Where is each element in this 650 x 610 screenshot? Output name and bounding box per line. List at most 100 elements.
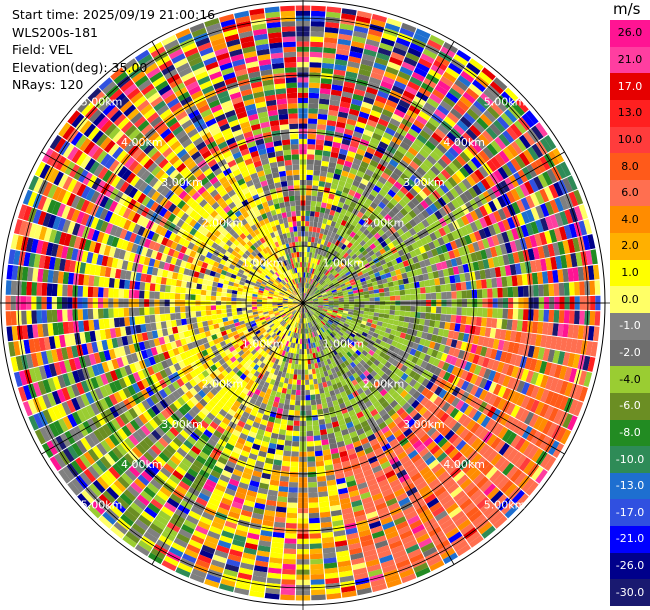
velocity-gate <box>384 193 393 202</box>
velocity-gate <box>332 199 339 207</box>
velocity-gate <box>482 288 488 298</box>
velocity-gate <box>332 308 339 312</box>
velocity-gate <box>293 420 300 426</box>
velocity-gate <box>326 120 337 127</box>
velocity-gate <box>489 267 497 278</box>
velocity-gate <box>288 409 295 416</box>
velocity-gate <box>342 187 350 194</box>
velocity-gate <box>369 327 376 333</box>
velocity-gate <box>310 399 317 406</box>
velocity-gate <box>454 323 461 332</box>
velocity-gate <box>563 282 570 296</box>
velocity-gate <box>297 364 302 370</box>
velocity-gate <box>332 291 338 295</box>
velocity-gate <box>355 222 363 230</box>
velocity-gate <box>404 375 413 384</box>
velocity-gate <box>318 305 324 308</box>
velocity-gate <box>308 231 313 237</box>
velocity-gate <box>311 195 317 202</box>
velocity-gate <box>506 126 519 141</box>
velocity-gate <box>382 131 394 141</box>
velocity-gate <box>311 190 318 197</box>
velocity-gate <box>316 276 321 282</box>
velocity-gate <box>379 209 388 218</box>
velocity-gate <box>486 278 493 289</box>
velocity-gate <box>325 235 331 242</box>
velocity-gate <box>328 225 335 232</box>
velocity-gate <box>285 522 297 529</box>
velocity-gate <box>304 364 309 370</box>
velocity-gate <box>420 312 426 319</box>
velocity-gate <box>310 200 317 207</box>
velocity-gate <box>341 287 348 292</box>
velocity-gate <box>585 341 593 356</box>
velocity-gate <box>572 353 581 369</box>
velocity-gate <box>350 45 364 54</box>
velocity-gate <box>372 332 379 339</box>
velocity-gate <box>437 80 451 92</box>
velocity-gate <box>384 256 391 264</box>
velocity-gate <box>389 158 399 168</box>
velocity-gate <box>333 307 339 310</box>
velocity-gate <box>343 297 349 300</box>
velocity-gate <box>426 169 437 180</box>
velocity-gate <box>328 300 334 303</box>
velocity-gate <box>482 146 494 160</box>
velocity-gate <box>289 399 296 406</box>
velocity-gate <box>311 308 317 312</box>
velocity-gate <box>510 434 522 448</box>
velocity-gate <box>308 87 320 94</box>
velocity-gate <box>383 267 390 274</box>
velocity-gate <box>317 297 323 300</box>
velocity-gate <box>371 67 385 76</box>
velocity-gate <box>345 271 351 277</box>
velocity-gate <box>336 287 342 291</box>
velocity-gate <box>452 158 463 170</box>
velocity-gate <box>573 189 584 205</box>
velocity-gate <box>362 317 368 322</box>
velocity-gate <box>513 120 527 134</box>
velocity-gate <box>474 270 481 280</box>
velocity-gate <box>306 283 309 289</box>
velocity-gate <box>375 205 383 214</box>
velocity-gate <box>369 293 375 298</box>
velocity-gate <box>509 353 518 366</box>
velocity-gate <box>444 276 451 284</box>
velocity-gate <box>492 338 500 350</box>
velocity-gate <box>438 369 447 379</box>
velocity-gate <box>433 342 441 351</box>
velocity-gate <box>467 160 478 172</box>
velocity-gate <box>579 281 585 296</box>
velocity-gate <box>440 314 447 322</box>
velocity-gate <box>498 442 510 456</box>
velocity-gate <box>387 61 401 71</box>
velocity-gate <box>514 137 527 152</box>
velocity-gate <box>430 285 436 293</box>
velocity-gate <box>312 286 317 292</box>
velocity-gate <box>380 37 395 47</box>
velocity-gate <box>480 346 488 357</box>
velocity-gate <box>328 297 334 300</box>
velocity-gate <box>293 425 300 432</box>
velocity-gate <box>386 338 393 345</box>
velocity-gate <box>311 263 315 269</box>
velocity-gate <box>391 259 398 266</box>
velocity-gate <box>306 296 311 300</box>
velocity-gate <box>431 248 439 257</box>
velocity-gate <box>492 383 502 396</box>
velocity-gate <box>487 308 493 318</box>
velocity-gate <box>310 268 314 274</box>
velocity-gate <box>497 398 507 411</box>
velocity-gate <box>494 350 503 361</box>
velocity-gate <box>514 354 523 367</box>
velocity-gate <box>445 338 453 347</box>
velocity-gate <box>442 71 457 83</box>
velocity-gate <box>346 286 353 290</box>
velocity-gate <box>453 123 466 136</box>
velocity-gate <box>537 347 545 360</box>
velocity-gate <box>409 76 423 87</box>
velocity-gate <box>562 324 569 338</box>
velocity-gate <box>367 164 377 173</box>
velocity-gate <box>320 261 325 267</box>
velocity-gate <box>306 435 314 442</box>
